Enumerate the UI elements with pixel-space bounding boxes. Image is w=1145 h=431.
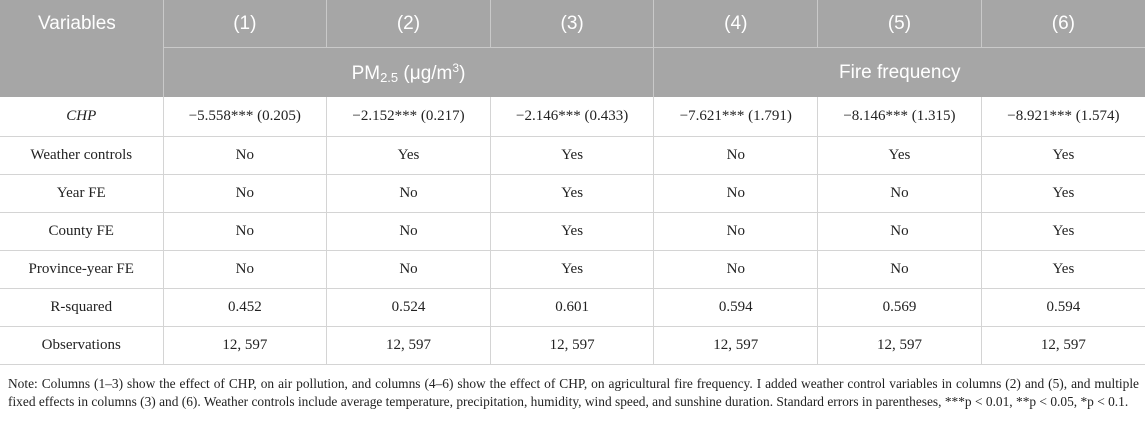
table-cell: Yes	[981, 212, 1145, 251]
table-cell: 0.601	[490, 288, 655, 327]
table-cell: 0.594	[653, 288, 819, 327]
header-col-6: (6)	[981, 0, 1145, 48]
table-row: CHP −5.558*** (0.205) −2.152*** (0.217) −2.…	[0, 97, 1145, 137]
table-row: Province-year FE No No Yes No No Yes	[0, 250, 1145, 289]
table-cell: Yes	[817, 136, 982, 175]
table-cell: Yes	[981, 136, 1145, 175]
table-cell: 12, 597	[653, 326, 819, 365]
table-cell: Yes	[326, 136, 491, 175]
table-row: County FE No No Yes No No Yes	[0, 212, 1145, 251]
pm-unit-post: )	[459, 62, 466, 84]
row-label: R-squared	[0, 288, 164, 327]
table-cell: 0.594	[981, 288, 1145, 327]
table-cell: 12, 597	[490, 326, 655, 365]
table-cell: −2.146*** (0.433)	[490, 97, 655, 137]
table-cell: −5.558*** (0.205)	[163, 97, 328, 137]
pm-unit-superscript: 3	[452, 60, 460, 75]
table-cell: No	[163, 136, 328, 175]
table-body: CHP −5.558*** (0.205) −2.152*** (0.217) −2.…	[0, 97, 1145, 365]
table-cell: No	[653, 250, 819, 289]
table-row: Weather controls No Yes Yes No Yes Yes	[0, 136, 1145, 175]
table-cell: No	[817, 212, 982, 251]
table-cell: No	[163, 212, 328, 251]
table-row: R-squared 0.452 0.524 0.601 0.594 0.569 0.594	[0, 288, 1145, 327]
table-note: Note: Columns (1–3) show the effect of C…	[8, 376, 1139, 409]
table-cell: 12, 597	[817, 326, 982, 365]
header-variables: Variables	[0, 0, 164, 48]
header-col-3: (3)	[490, 0, 655, 48]
pm-base: PM	[351, 62, 381, 84]
table-cell: No	[817, 250, 982, 289]
table-cell: 12, 597	[326, 326, 491, 365]
pm-subscript: 2.5	[380, 69, 399, 85]
table-cell: 12, 597	[981, 326, 1145, 365]
table-cell: No	[817, 174, 982, 213]
regression-table-figure: Variables (1) (2) (3) (4) (5) (6) PM2.5 …	[0, 0, 1145, 409]
row-label: Observations	[0, 326, 164, 365]
table-cell: 0.452	[163, 288, 328, 327]
table-cell: 12, 597	[163, 326, 328, 365]
header-row-columns: Variables (1) (2) (3) (4) (5) (6)	[0, 0, 1145, 48]
row-label: CHP	[0, 97, 164, 137]
header-col-5: (5)	[817, 0, 982, 48]
table-cell: No	[326, 212, 491, 251]
header-col-1: (1)	[163, 0, 328, 48]
table-cell: Yes	[490, 136, 655, 175]
table-cell: 0.524	[326, 288, 491, 327]
header-group-pm25: PM2.5 (μg/m3)	[163, 47, 655, 97]
row-label: Weather controls	[0, 136, 164, 175]
table-row: Year FE No No Yes No No Yes	[0, 174, 1145, 213]
header-group-fire-frequency: Fire frequency	[653, 47, 1145, 97]
header-col-4: (4)	[653, 0, 819, 48]
table-cell: No	[653, 174, 819, 213]
table-cell: −7.621*** (1.791)	[653, 97, 819, 137]
table-cell: 0.569	[817, 288, 982, 327]
header-row-groups: PM2.5 (μg/m3) Fire frequency	[0, 47, 1145, 97]
header-col-2: (2)	[326, 0, 491, 48]
table-cell: Yes	[490, 250, 655, 289]
row-label: Year FE	[0, 174, 164, 213]
row-label: County FE	[0, 212, 164, 251]
table-cell: −8.921*** (1.574)	[981, 97, 1145, 137]
pm-unit-pre: (μg/m	[398, 62, 453, 84]
regression-table: Variables (1) (2) (3) (4) (5) (6) PM2.5 …	[0, 0, 1145, 365]
table-row: Observations 12, 597 12, 597 12, 597 12, 597…	[0, 326, 1145, 365]
table-cell: No	[326, 174, 491, 213]
table-cell: −8.146*** (1.315)	[817, 97, 982, 137]
table-cell: Yes	[981, 174, 1145, 213]
table-cell: Yes	[490, 212, 655, 251]
table-cell: No	[653, 212, 819, 251]
table-cell: Yes	[981, 250, 1145, 289]
table-cell: No	[326, 250, 491, 289]
table-cell: No	[653, 136, 819, 175]
table-cell: −2.152*** (0.217)	[326, 97, 491, 137]
header-blank	[0, 47, 164, 97]
table-cell: Yes	[490, 174, 655, 213]
table-cell: No	[163, 174, 328, 213]
table-cell: No	[163, 250, 328, 289]
row-label: Province-year FE	[0, 250, 164, 289]
